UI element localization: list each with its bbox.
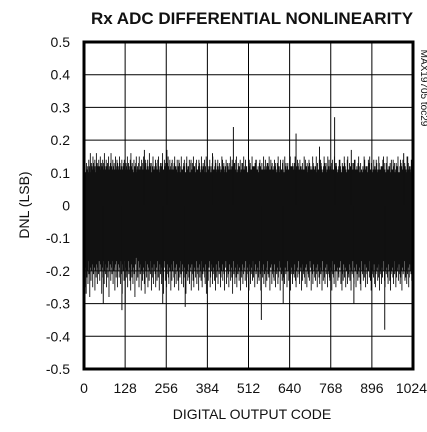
x-tick-label: 896 <box>360 380 384 396</box>
y-tick-label: -0.4 <box>46 328 70 344</box>
y-tick-label: 0 <box>62 198 70 214</box>
x-tick-label: 384 <box>196 380 220 396</box>
y-axis-label: DNL (LSB) <box>16 171 32 238</box>
x-tick-label: 1024 <box>396 380 427 396</box>
y-tick-label: -0.5 <box>46 361 70 377</box>
y-tick-label: 0.4 <box>51 67 71 83</box>
x-tick-label: 512 <box>237 380 261 396</box>
figure-id-label: MAX19705 toc29 <box>418 50 427 127</box>
x-tick-label: 0 <box>80 380 88 396</box>
y-tick-label: 0.1 <box>51 165 71 181</box>
x-tick-label: 768 <box>319 380 343 396</box>
x-tick-label: 640 <box>278 380 302 396</box>
series-dnl <box>83 117 414 330</box>
y-tick-label: -0.2 <box>46 263 70 279</box>
dnl-trace <box>83 153 414 304</box>
x-tick-labels: 0 128 256 384 512 640 768 896 1024 <box>80 380 427 396</box>
y-tick-label: 0.2 <box>51 132 71 148</box>
x-tick-label: 256 <box>155 380 179 396</box>
plot-frame <box>82 40 415 371</box>
y-tick-label: 0.5 <box>51 34 71 50</box>
y-tick-label: -0.3 <box>46 296 70 312</box>
y-tick-label: 0.3 <box>51 99 71 115</box>
y-tick-label: -0.1 <box>46 230 70 246</box>
x-axis-label: DIGITAL OUTPUT CODE <box>173 406 331 422</box>
x-tick-label: 128 <box>113 380 137 396</box>
chart-title: Rx ADC DIFFERENTIAL NONLINEARITY <box>91 9 414 28</box>
y-tick-labels: 0.5 0.4 0.3 0.2 0.1 0 -0.1 -0.2 -0.3 -0.4 -0.5 <box>46 34 70 377</box>
